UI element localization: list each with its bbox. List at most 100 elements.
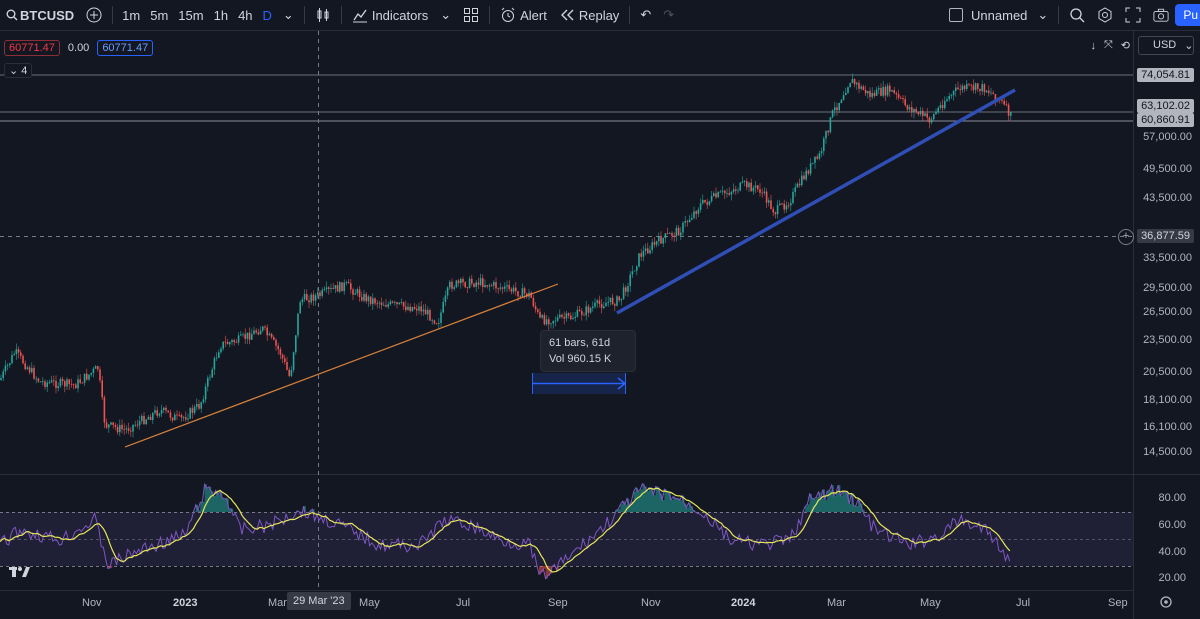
publish-button[interactable]: Pu [1175,4,1200,26]
candle-body [517,291,519,297]
symbol-search[interactable]: BTCUSD [0,0,80,30]
price-tag-high[interactable]: 74,054.81 [1137,68,1194,82]
candle-body [704,199,706,203]
candle-body [453,287,455,289]
candle-body [882,86,884,96]
candle-body [147,416,150,420]
candle-body [939,105,942,108]
timeframe-1d[interactable]: D [262,7,272,23]
candle-body [730,191,733,195]
candle-body [334,285,337,289]
layouts-button[interactable] [457,0,485,30]
timeframe-1h[interactable]: 1h [213,7,229,23]
candle-body [369,296,372,305]
price-tag-mid[interactable]: 63,102.02 [1137,99,1194,113]
candle-body [125,428,128,430]
candle-body [493,282,495,286]
replay-button[interactable]: Replay [553,0,625,30]
candle-body [666,233,669,235]
add-alert-plus-icon[interactable]: + [1118,229,1134,245]
candle-body [966,83,968,89]
candle-body [328,287,330,289]
candle-body [66,379,68,387]
candle-body [292,352,295,370]
timeframe-1m[interactable]: 1m [122,7,141,23]
sell-price[interactable]: 60771.47 [4,40,60,56]
candle-body [900,97,902,99]
candle-body [339,282,341,292]
candle-body [814,156,816,163]
undo-button[interactable]: ↶ [634,0,657,30]
candle-body [438,322,440,324]
candle-body [17,349,20,353]
candle-body [64,381,66,387]
candle-body [394,302,396,303]
trendline-blue[interactable] [616,88,1016,315]
candle-body [570,315,572,320]
candle-body [462,278,464,283]
quick-search-button[interactable] [1063,0,1091,30]
candle-body [277,345,279,350]
maximize-pane-icon[interactable]: ⟲ [1120,40,1130,52]
timeframe-15m[interactable]: 15m [178,7,204,23]
candle-body [387,304,389,307]
settings-button[interactable] [1091,0,1119,30]
candle-body [180,414,183,418]
candle-body [268,333,271,336]
move-pane-down-icon[interactable]: ↓ [1090,39,1096,52]
layout-name-button[interactable]: Unnamed ⌄ [943,0,1054,30]
symbol-name: BTCUSD [20,7,75,23]
timeframe-dropdown[interactable]: ⌄ [277,0,300,30]
candle-body [750,182,752,192]
candle-body [545,319,548,325]
candle-body [347,282,350,284]
candle-body [257,332,260,335]
indicator-collapse-toggle[interactable]: ⌄ 4 [4,63,33,78]
candle-body [475,282,477,287]
candle-body [988,90,990,93]
snapshot-button[interactable] [1147,0,1175,30]
candle-body [191,408,194,413]
bar-style-button[interactable] [309,0,337,30]
candle-body [559,314,561,318]
candle-body [482,278,484,288]
alert-button[interactable]: Alert [494,0,553,30]
candle-body [715,193,717,198]
candle-body [981,84,983,92]
candle-body [526,293,528,297]
candle-body [897,94,900,98]
candle-body [488,285,491,287]
candle-body [279,349,282,355]
rsi-line [0,482,1011,580]
buy-price[interactable]: 60771.47 [97,40,154,56]
timeframe-5m[interactable]: 5m [150,7,169,23]
candle-body [952,90,955,96]
candle-body [805,170,807,180]
candle-body [383,305,385,306]
candle-body [589,307,592,313]
chart-settings-icon[interactable] [1160,596,1172,608]
currency-select[interactable]: USD ⌄ [1138,36,1194,55]
layout-checkbox-icon [949,8,964,22]
candle-body [418,306,420,311]
candle-body [185,417,187,420]
timeframe-4h[interactable]: 4h [238,7,253,23]
candle-body [719,191,722,193]
fullscreen-button[interactable] [1119,0,1147,30]
candle-body [779,203,781,206]
candle-body [222,341,224,349]
candle-body [218,352,220,358]
indicators-button[interactable]: Indicators [346,0,434,30]
candle-body [50,380,53,383]
compare-add-button[interactable] [80,0,108,30]
chevron-down-icon: ⌄ [440,7,452,22]
candle-body [728,193,730,195]
price-tag-low[interactable]: 60,860.91 [1137,113,1194,127]
collapse-pane-icon[interactable]: ⤧ [1103,39,1113,51]
candle-body [895,92,898,95]
redo-button[interactable]: ↷ [657,0,680,30]
candle-body [145,419,147,425]
indicators-dropdown[interactable]: ⌄ [434,0,457,30]
trendline-orange[interactable] [124,283,559,448]
